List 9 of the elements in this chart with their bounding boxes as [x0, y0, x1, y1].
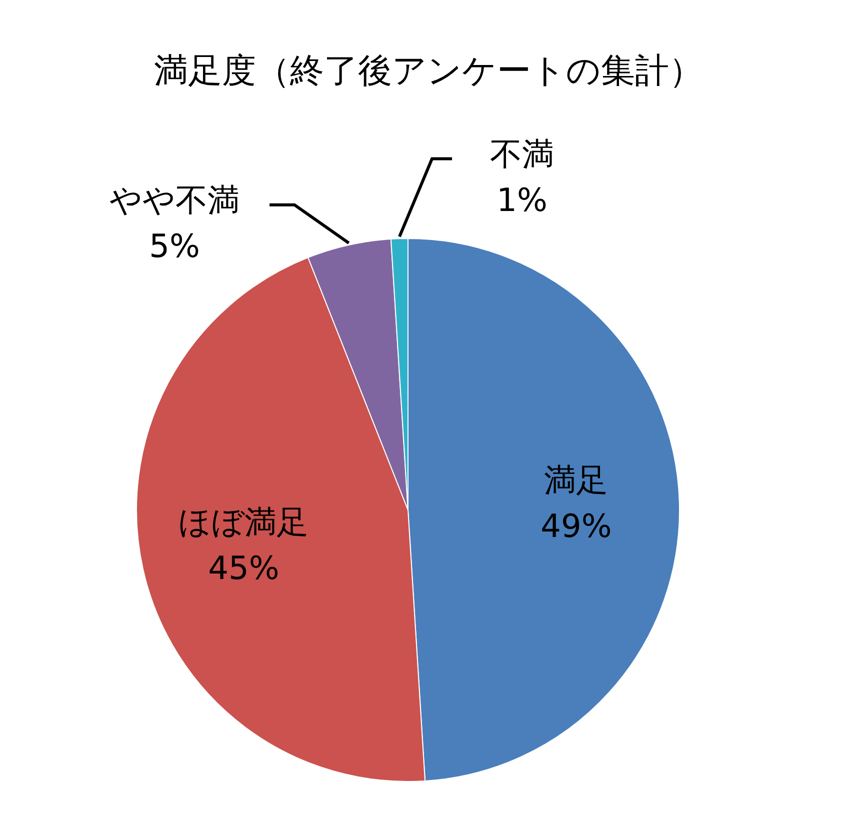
data-label: 5%: [149, 227, 200, 266]
slice-label: ほぼ満足: [178, 503, 309, 542]
data-label: 1%: [496, 181, 548, 220]
slice-label: 満足: [544, 461, 608, 500]
chart-title: 満足度（終了後アンケートの集計）: [153, 50, 704, 93]
data-label: 49%: [540, 507, 612, 546]
slice-label: 不満: [490, 135, 554, 174]
data-label: 45%: [208, 549, 280, 588]
slice-label: やや不満: [110, 181, 240, 220]
